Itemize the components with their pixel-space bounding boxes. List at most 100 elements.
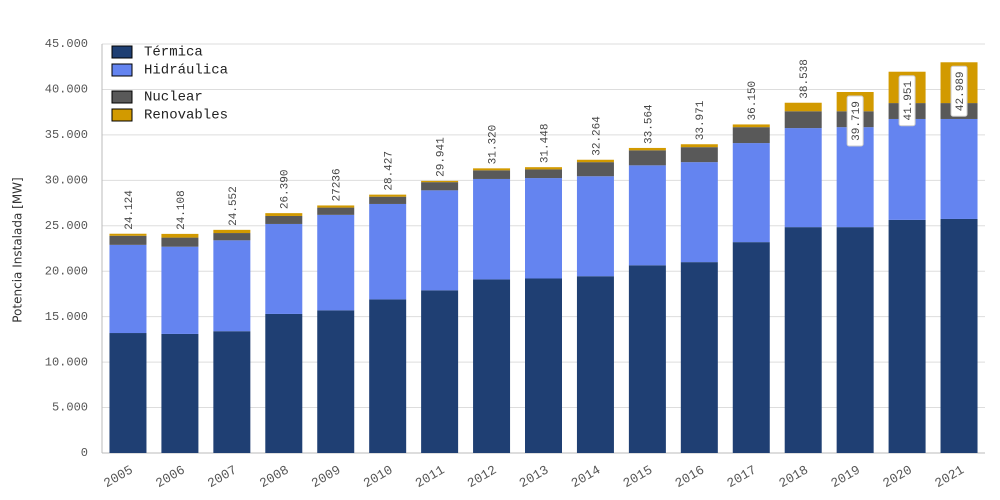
y-axis-title: Potencia Instalada [MW]: [11, 177, 25, 322]
bar-segment: [525, 178, 562, 279]
bar-segment: [680, 147, 718, 163]
total-label: 29.941: [436, 137, 448, 177]
x-tick-label: 2008: [257, 462, 292, 491]
y-tick-label: 40.000: [45, 83, 88, 97]
legend-label: Renovables: [144, 108, 228, 124]
total-label: 38.538: [799, 59, 811, 99]
bar-segment: [109, 233, 147, 236]
y-tick-label: 15.000: [45, 310, 88, 324]
total-label-bg: [898, 75, 916, 127]
x-tick-label: 2013: [517, 462, 552, 491]
legend-swatch: [111, 63, 133, 77]
bar-segment: [317, 205, 355, 208]
bar-segment: [732, 242, 770, 453]
total-label: 26.390: [280, 170, 292, 210]
bar-segment: [213, 233, 251, 241]
y-tick-label: 10.000: [45, 355, 88, 369]
bar-segment: [628, 150, 666, 166]
bar-segment: [628, 265, 666, 453]
total-label: 24.108: [176, 190, 188, 230]
legend-label: Hidráulica: [144, 63, 228, 79]
legend-label: Térmica: [144, 45, 203, 61]
bar-segment: [525, 167, 562, 170]
bar-segment: [576, 162, 614, 177]
bar-segment: [836, 227, 874, 453]
bar-segment: [109, 333, 147, 453]
bar-segment: [161, 246, 199, 334]
total-label: 39.719: [851, 101, 863, 141]
legend-swatch: [111, 45, 133, 59]
bar-segment: [213, 240, 251, 332]
bar-segment: [265, 223, 303, 314]
bar-segment: [732, 127, 770, 144]
x-tick-label: 2011: [413, 462, 448, 491]
bar-segment: [784, 128, 822, 228]
bar-segment: [421, 190, 459, 291]
bar-segment: [369, 196, 407, 204]
bar-segment: [473, 279, 511, 453]
bar-segment: [784, 102, 822, 112]
bar-segment: [421, 182, 459, 191]
x-tick-label: 2009: [309, 462, 344, 491]
bar-segment: [473, 170, 511, 179]
bar-segment: [161, 333, 199, 453]
bar-segment: [473, 178, 511, 280]
bar-segment: [680, 262, 718, 453]
bar-segment: [940, 218, 978, 453]
total-label: 33.564: [643, 104, 655, 144]
x-tick-label: 2017: [724, 462, 759, 491]
bar-segment: [525, 169, 562, 179]
total-label: 33.971: [695, 100, 707, 140]
legend-swatch: [111, 90, 133, 104]
bar-segment: [161, 233, 199, 238]
bar-segment: [576, 176, 614, 277]
bar-segment: [888, 118, 926, 220]
legend-swatch: [111, 108, 133, 122]
x-tick-label: 2010: [361, 462, 396, 491]
x-tick-label: 2016: [673, 462, 708, 491]
y-tick-label: 35.000: [45, 128, 88, 142]
bar-segment: [317, 310, 355, 453]
bar-segment: [628, 147, 666, 151]
bar-segment: [940, 118, 978, 219]
y-tick-label: 5.000: [52, 401, 88, 415]
legend-label: Nuclear: [144, 90, 203, 106]
x-tick-label: 2012: [465, 462, 500, 491]
y-tick-label: 20.000: [45, 264, 88, 278]
bar-segment: [265, 213, 303, 216]
bar-segment: [109, 244, 147, 334]
bar-segment: [161, 237, 199, 247]
bar-segment: [784, 227, 822, 453]
bar-segment: [888, 219, 926, 453]
total-label: 41.951: [903, 81, 915, 121]
total-label: 27236: [332, 168, 344, 201]
total-label: 24.124: [124, 190, 136, 230]
total-label: 24.552: [228, 186, 240, 226]
x-tick-label: 2021: [932, 462, 967, 491]
bar-segment: [473, 168, 511, 171]
total-label-bg: [846, 95, 864, 147]
bar-segment: [317, 207, 355, 215]
bar-segment: [680, 162, 718, 263]
bar-segment: [369, 194, 407, 197]
x-tick-label: 2007: [205, 462, 240, 491]
total-label: 31.320: [487, 125, 499, 165]
bar-segment: [109, 235, 147, 245]
bar-segment: [421, 180, 459, 183]
bar-segment: [213, 229, 251, 234]
total-label: 31.448: [539, 124, 551, 164]
x-tick-label: 2014: [569, 462, 604, 491]
x-tick-label: 2005: [101, 462, 136, 491]
x-tick-label: 2020: [880, 462, 915, 491]
bar-segment: [525, 278, 562, 453]
bar-segment: [369, 299, 407, 453]
bar-segment: [732, 143, 770, 243]
total-label-bg: [950, 65, 968, 117]
bar-segment: [369, 203, 407, 300]
bar-segment: [265, 313, 303, 453]
bar-segment: [576, 159, 614, 163]
bar-segment: [628, 165, 666, 266]
y-tick-label: 0: [81, 446, 88, 460]
bar-segment: [265, 215, 303, 224]
bar-segment: [213, 331, 251, 453]
